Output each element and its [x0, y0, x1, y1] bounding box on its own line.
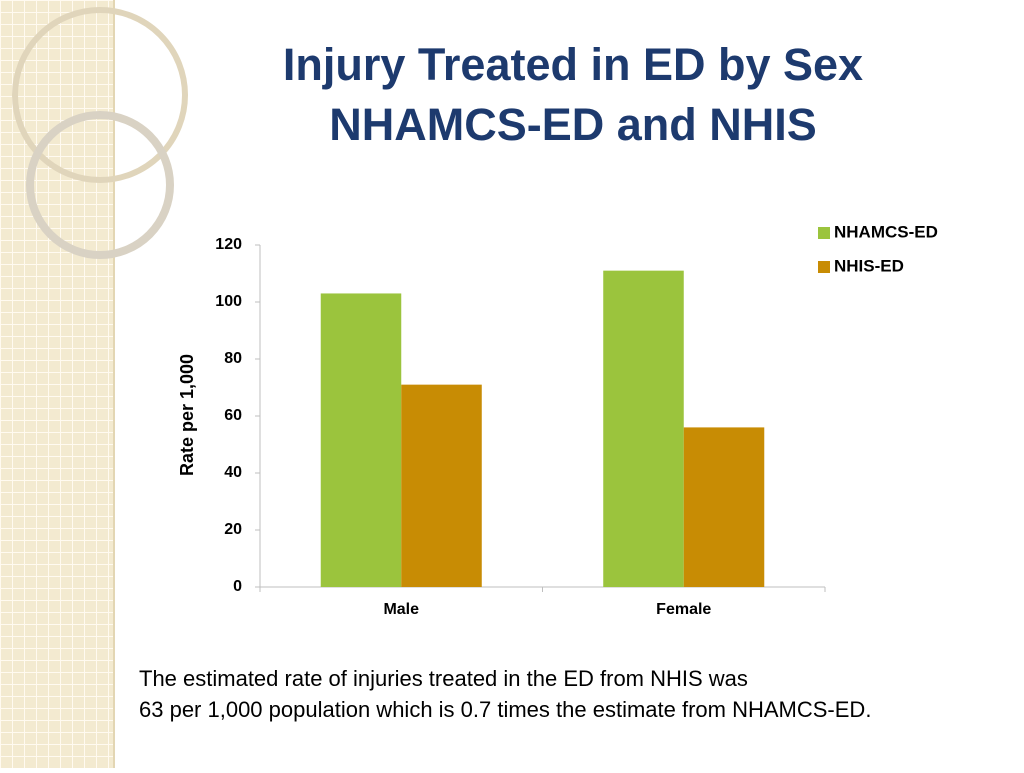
y-tick-label: 60 [224, 407, 242, 424]
y-tick-label: 0 [233, 578, 242, 595]
x-tick-label: Female [656, 601, 711, 618]
note: The estimated rate of injuries treated i… [139, 666, 748, 691]
y-tick-label: 40 [224, 464, 242, 481]
y-axis-label: Rate per 1,000 [177, 354, 197, 476]
chart-title: NHAMCS-ED and NHIS [329, 99, 817, 150]
legend-label: NHIS-ED [834, 256, 904, 275]
y-tick-label: 20 [224, 521, 242, 538]
bar [401, 384, 482, 587]
chart-title: Injury Treated in ED by Sex [283, 39, 863, 90]
bar [603, 270, 684, 587]
y-tick-label: 100 [215, 293, 242, 310]
x-tick-label: Male [383, 601, 419, 618]
legend-swatch [818, 261, 830, 273]
bar [320, 293, 402, 587]
legend-swatch [818, 227, 830, 239]
decoration [0, 0, 188, 768]
bar [683, 427, 765, 587]
y-tick-label: 120 [215, 236, 242, 253]
y-tick-label: 80 [224, 350, 242, 367]
note: 63 per 1,000 population which is 0.7 tim… [139, 697, 871, 722]
legend-label: NHAMCS-ED [834, 222, 938, 241]
